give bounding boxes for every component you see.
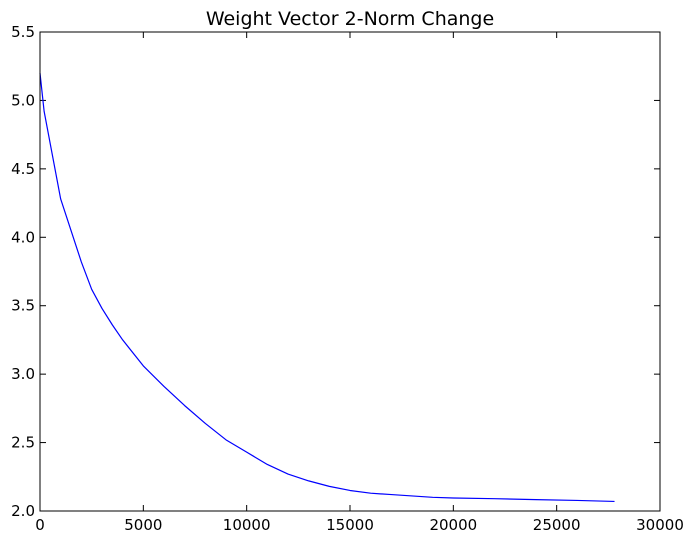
x-tick-label: 5000	[124, 516, 162, 534]
x-tick-label: 0	[35, 516, 45, 534]
y-tick-label: 2.0	[11, 502, 35, 520]
y-tick-label: 5.0	[11, 91, 35, 109]
x-tick-label: 25000	[533, 516, 581, 534]
plot-frame	[39, 31, 661, 512]
y-tick-label: 3.0	[11, 365, 35, 383]
x-tick-label: 20000	[429, 516, 477, 534]
chart-title: Weight Vector 2-Norm Change	[206, 8, 494, 30]
y-tick-label: 4.0	[11, 228, 35, 246]
y-tick-label: 5.5	[11, 23, 35, 41]
series-line-0	[39, 72, 615, 503]
y-tick-label: 3.5	[11, 297, 35, 315]
x-tick-label: 15000	[326, 516, 374, 534]
plot-data	[39, 72, 615, 503]
y-tick-label: 4.5	[11, 160, 35, 178]
y-tick-label: 2.5	[11, 434, 35, 452]
axes: 0 5000 10000 15000 20000 25000 30000 2.0 2.5 3.0 3…	[11, 23, 684, 534]
x-tick-label: 10000	[223, 516, 271, 534]
x-tick-label: 30000	[636, 516, 684, 534]
